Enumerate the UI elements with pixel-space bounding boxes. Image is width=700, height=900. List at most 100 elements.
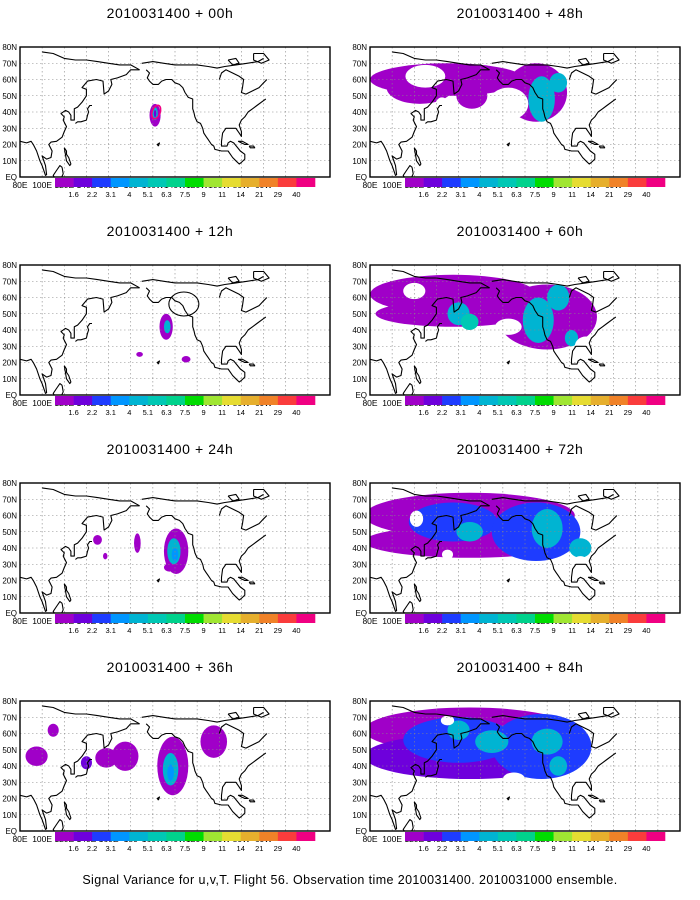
coastline — [370, 505, 490, 612]
coastline — [506, 796, 511, 801]
colorbar-swatch — [460, 614, 480, 623]
coastline — [145, 505, 267, 601]
colorbar-level-label: 29 — [274, 408, 282, 417]
colorbar-swatch — [553, 832, 573, 841]
coastline — [42, 269, 140, 289]
colorbar-level-label: 3.1 — [105, 844, 115, 853]
colorbar-level-label: 21 — [605, 408, 613, 417]
coastline — [42, 487, 140, 507]
colorbar-swatch — [553, 178, 573, 187]
lat-tick-label: 50N — [2, 528, 17, 537]
lat-tick-label: EQ — [355, 827, 367, 836]
coastline — [577, 493, 590, 502]
coastline — [52, 601, 64, 613]
variance-contour-region — [171, 548, 179, 561]
colorbar: 1.6 2.2 3.1 4 5.1 6.3 7.5 9 11 14 21 29 40 — [55, 832, 316, 853]
colorbar-swatch — [55, 614, 74, 623]
colorbar-swatch — [92, 614, 112, 623]
colorbar-level-label: 14 — [587, 190, 595, 199]
coastline — [237, 140, 249, 146]
lat-tick-label: 60N — [352, 76, 367, 85]
colorbar-level-label: 1.6 — [418, 190, 428, 199]
colorbar-level-label: 1.6 — [68, 190, 78, 199]
variance-map: 80N70N60N50N40N30N20N10NEQ80E100E120E140… — [2, 261, 331, 408]
colorbar-level-label: 3.1 — [105, 190, 115, 199]
coastline — [598, 581, 606, 585]
colorbar-swatch — [92, 178, 112, 187]
coastline — [587, 576, 599, 582]
colorbar-level-label: 21 — [255, 190, 263, 199]
colorbar-level-label: 4 — [127, 408, 131, 417]
coastline — [587, 794, 599, 800]
colorbar-level-label: 3.1 — [105, 626, 115, 635]
panel-title: 2010031400 + 48h — [456, 5, 584, 21]
coastline — [413, 147, 422, 167]
variance-map: 80N70N60N50N40N30N20N10NEQ80E100E120E140… — [352, 697, 681, 844]
map-panel: 2010031400 + 12h 80N 70N 60N 50N 40N 30N 20N 10N… — [0, 223, 340, 438]
colorbar-level-label: 11 — [568, 844, 576, 853]
coastline — [491, 493, 614, 505]
colorbar-level-label: 40 — [292, 626, 300, 635]
coastline — [425, 322, 442, 342]
colorbar-level-label: 40 — [292, 408, 300, 417]
lat-tick-label: 20N — [2, 359, 17, 368]
colorbar-swatch — [497, 614, 517, 623]
variance-contour-region — [569, 538, 592, 558]
colorbar-swatch — [646, 178, 666, 187]
colorbar-level-label: 4 — [127, 844, 131, 853]
colorbar-level-label: 5.1 — [493, 844, 503, 853]
variance-contour-region — [93, 535, 102, 545]
colorbar-swatch — [627, 396, 647, 405]
panel-title: 2010031400 + 24h — [106, 441, 234, 457]
lat-tick-label: EQ — [355, 609, 367, 618]
coastline — [20, 723, 140, 830]
panel-title: 2010031400 + 84h — [456, 659, 584, 675]
panel-title: 2010031400 + 36h — [106, 659, 234, 675]
coastline — [141, 493, 264, 505]
coastline — [141, 275, 264, 287]
colorbar-level-label: 6.3 — [161, 626, 171, 635]
lat-tick-label: 80N — [352, 261, 367, 270]
colorbar-level-label: 21 — [605, 626, 613, 635]
colorbar-swatch — [535, 614, 554, 623]
coastline — [425, 104, 442, 124]
colorbar-level-label: 11 — [568, 626, 576, 635]
colorbar-level-label: 1.6 — [418, 844, 428, 853]
colorbar-level-label: 29 — [274, 626, 282, 635]
colorbar-level-label: 11 — [218, 626, 226, 635]
lat-tick-label: 40N — [2, 544, 17, 553]
coastline — [227, 711, 240, 720]
colorbar-swatch — [442, 614, 462, 623]
colorbar-swatch — [590, 832, 610, 841]
colorbar-swatch — [572, 178, 592, 187]
coastline — [253, 706, 270, 718]
colorbar-level-label: 2.2 — [437, 190, 447, 199]
colorbar: 1.6 2.2 3.1 4 5.1 6.3 7.5 9 11 14 21 29 40 — [405, 396, 666, 417]
colorbar-swatch — [110, 832, 130, 841]
variance-contour-region — [460, 313, 479, 330]
colorbar-swatch — [516, 178, 536, 187]
coastline — [598, 799, 606, 803]
colorbar-level-label: 29 — [624, 408, 632, 417]
colorbar-level-label: 14 — [237, 626, 245, 635]
colorbar-swatch — [479, 178, 499, 187]
coastline — [598, 363, 606, 367]
colorbar-level-label: 4 — [127, 190, 131, 199]
coastline — [425, 540, 442, 560]
lat-tick-label: 30N — [352, 124, 367, 133]
colorbar-swatch — [222, 832, 242, 841]
lat-tick-label: EQ — [355, 173, 367, 182]
colorbar-level-label: 7.5 — [180, 626, 190, 635]
colorbar-level-label: 4 — [477, 626, 481, 635]
coastline — [253, 52, 270, 64]
colorbar-level-label: 4 — [127, 626, 131, 635]
coastline — [20, 505, 140, 612]
coastline — [402, 601, 414, 613]
coastline — [491, 711, 614, 723]
map-frame — [19, 700, 331, 832]
lat-tick-label: 50N — [352, 310, 367, 319]
colorbar-swatch — [259, 178, 279, 187]
variance-map: 80N70N60N50N40N30N20N10NEQ80E100E120E140… — [352, 43, 681, 190]
coastline — [402, 819, 414, 831]
lat-tick-label: 50N — [352, 746, 367, 755]
